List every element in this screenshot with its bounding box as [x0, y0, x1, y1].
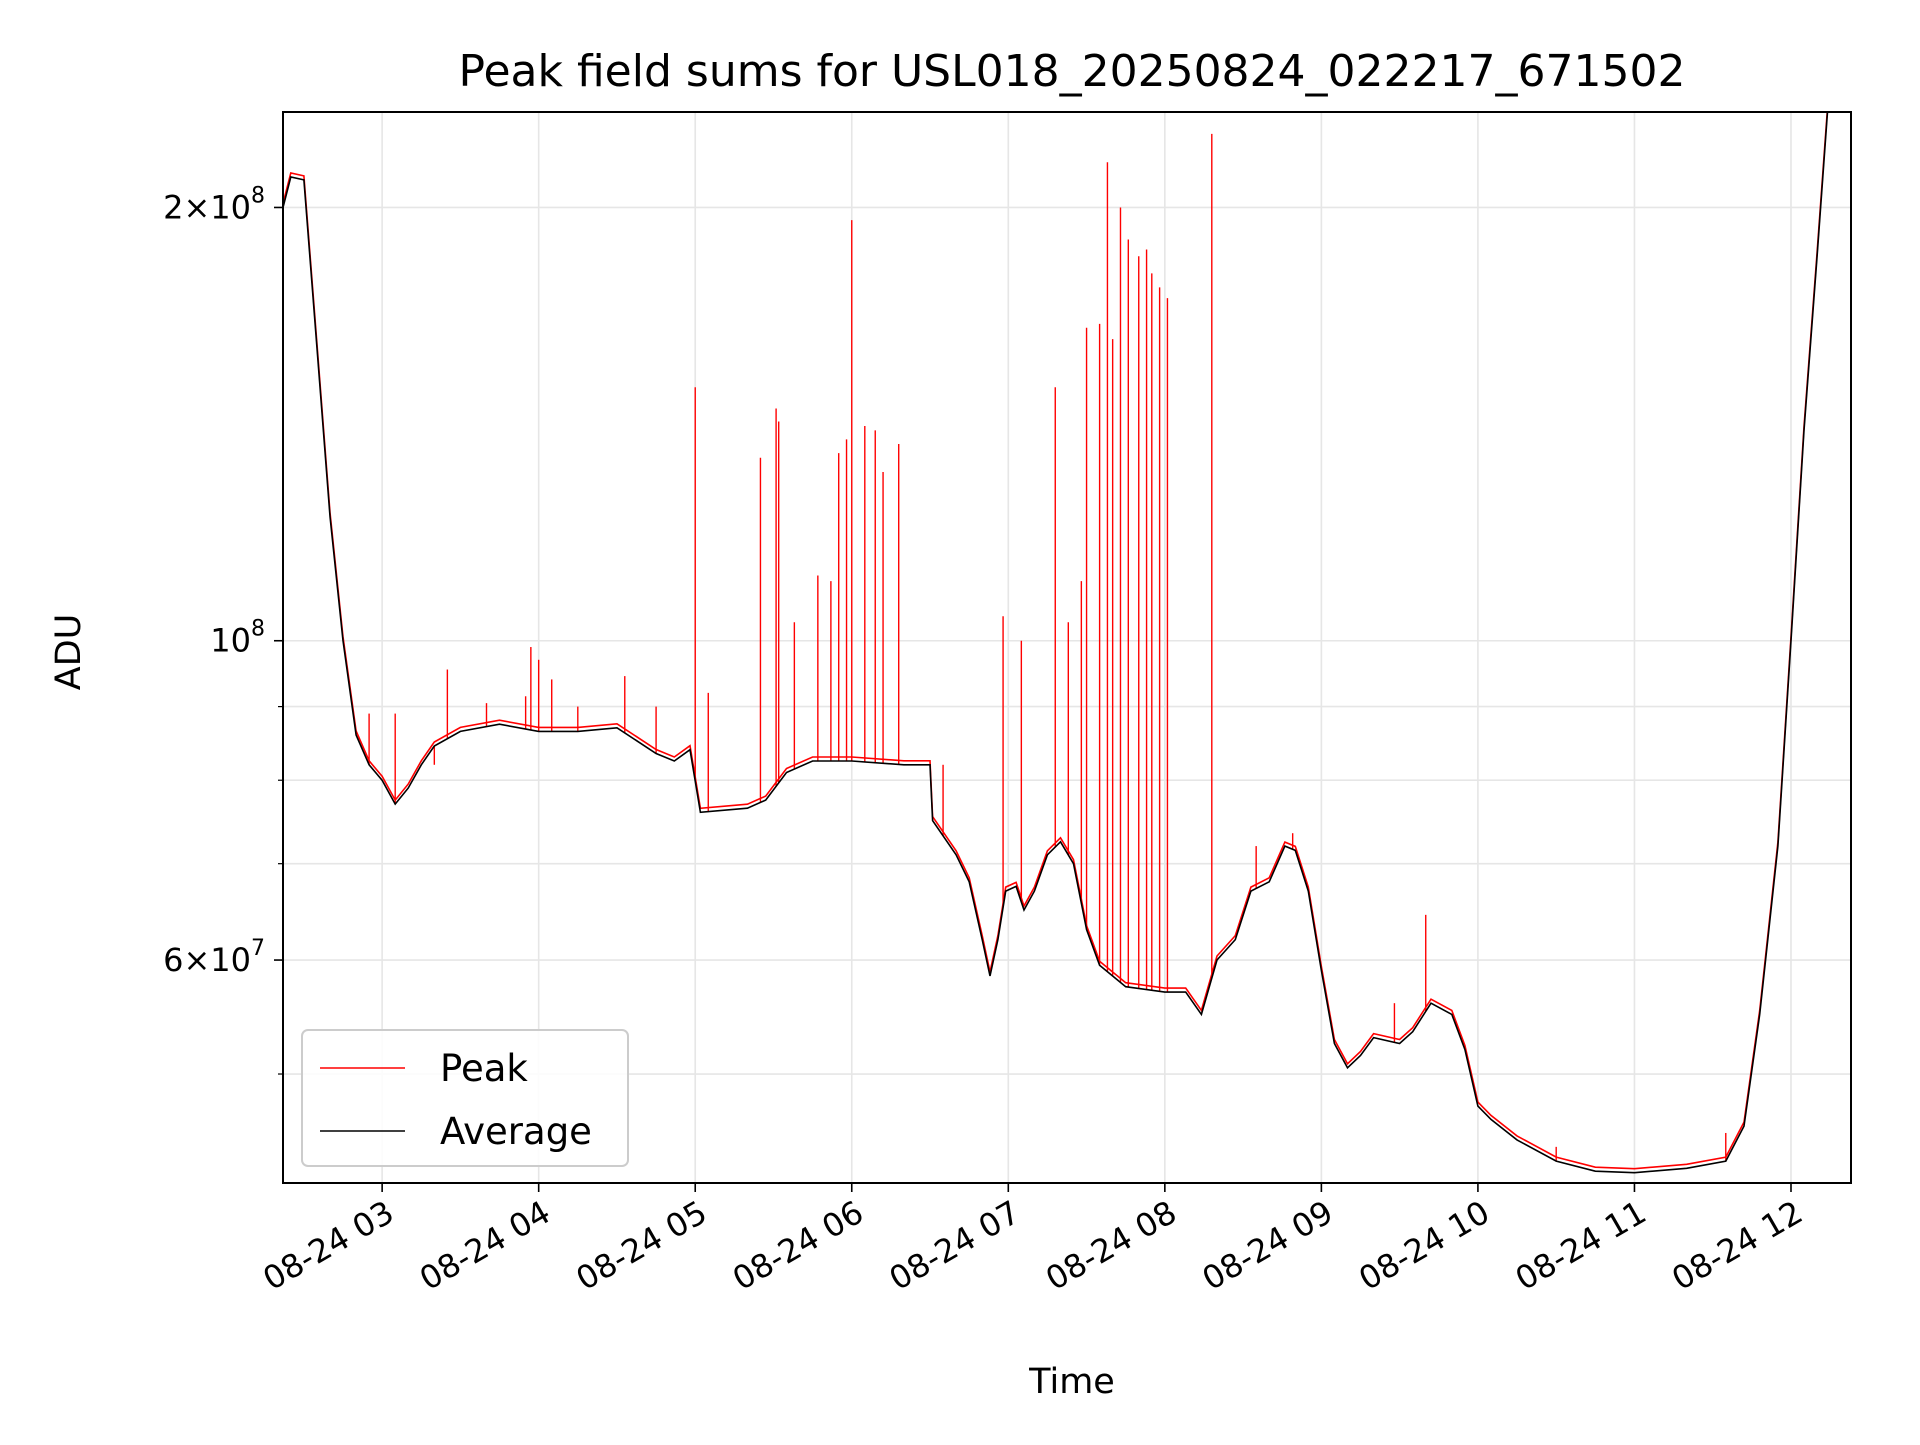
- average-series-line: [283, 112, 1829, 1174]
- peak-series-line: [283, 112, 1829, 1170]
- chart-title: Peak field sums for USL018_20250824_0222…: [459, 46, 1686, 97]
- y-tick-label: 2×108: [163, 183, 265, 226]
- series-layer: [283, 112, 1829, 1174]
- plot-frame: [282, 111, 1852, 1184]
- legend-average-label: Average: [440, 1110, 592, 1153]
- x-axis-label: Time: [1028, 1362, 1115, 1402]
- y-axis-label: ADU: [49, 614, 89, 691]
- legend-peak-label: Peak: [440, 1047, 528, 1090]
- y-tick-base: 2×10: [163, 188, 251, 226]
- y-tick-label: 108: [210, 617, 265, 660]
- y-tick-base: 10: [210, 622, 251, 660]
- y-tick-label: 6×107: [163, 936, 265, 979]
- legend-box: [301, 1029, 629, 1167]
- legend: Peak Average: [301, 1029, 629, 1167]
- y-tick-exponent: 8: [251, 617, 265, 642]
- y-tick-exponent: 7: [251, 936, 265, 961]
- y-tick-exponent: 8: [251, 183, 265, 208]
- y-tick-base: 6×10: [163, 941, 251, 979]
